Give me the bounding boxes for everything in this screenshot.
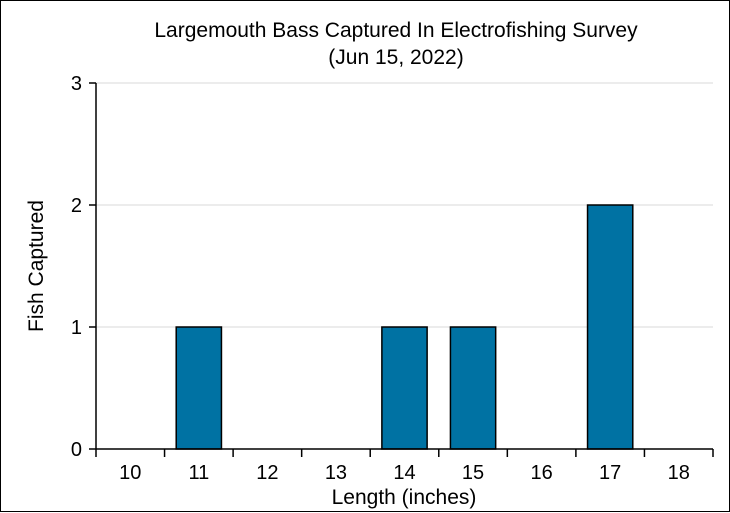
x-tick-label: 16 (530, 462, 552, 484)
x-tick-label: 17 (599, 462, 621, 484)
y-tick-label: 1 (71, 317, 82, 339)
bars (175, 204, 634, 450)
x-tick-label: 14 (393, 462, 415, 484)
bar-11 (175, 326, 223, 450)
y-tick-label: 3 (71, 73, 82, 95)
x-axis-label: Length (inches) (332, 486, 477, 509)
x-tick-label: 15 (462, 462, 484, 484)
chart-subtitle: (Jun 15, 2022) (328, 46, 463, 69)
x-tick-label: 18 (668, 462, 690, 484)
y-tick-label: 0 (71, 439, 82, 461)
x-tick-label: 12 (256, 462, 278, 484)
x-tick-label: 13 (325, 462, 347, 484)
x-tick-label: 11 (188, 462, 209, 484)
y-axis-label: Fish Captured (25, 200, 48, 332)
y-tick-label: 2 (71, 195, 82, 217)
x-tick-label: 10 (119, 462, 141, 484)
axes (95, 83, 713, 450)
bar-14 (381, 326, 428, 450)
chart-title: Largemouth Bass Captured In Electrofishi… (154, 19, 638, 42)
bar-15 (449, 326, 497, 450)
bar-17 (586, 204, 634, 450)
